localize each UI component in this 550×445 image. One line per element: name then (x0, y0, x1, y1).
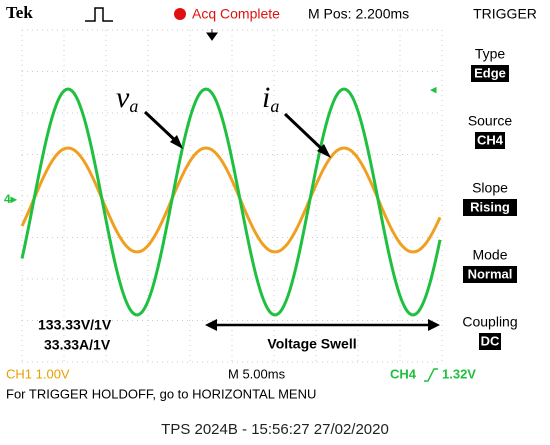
menu-value: Edge (474, 65, 506, 80)
caption: TPS 2024B - 15:56:27 27/02/2020 (161, 421, 389, 438)
current-scale: 33.33A/1V (44, 337, 111, 353)
event-label: Voltage Swell (267, 336, 356, 352)
menu-value-box (475, 132, 505, 149)
menu-value: Normal (468, 266, 513, 281)
menu-value-box (463, 266, 517, 283)
ch1-setting: CH1 1.00V (6, 366, 70, 381)
menu-value-box (479, 333, 501, 350)
voltage-arrow (143, 110, 180, 145)
help-message: For TRIGGER HOLDOFF, go to HORIZONTAL ME… (6, 386, 316, 401)
ch4-ground-marker: 4▸ (4, 192, 18, 206)
current-label: ia (262, 81, 279, 116)
timebase-setting: M 5.00ms (228, 366, 286, 381)
menu-label: Slope (472, 180, 508, 196)
voltage-arrowhead (170, 135, 183, 149)
current-symbol: i (262, 81, 270, 114)
ch4-name: CH4 (390, 366, 417, 381)
current-arrow (283, 112, 327, 154)
menu-label: Type (475, 46, 506, 62)
menu-value-box (471, 65, 509, 82)
menu-label: Coupling (462, 314, 517, 330)
status-dot (174, 8, 186, 20)
menu-value-box (463, 199, 517, 216)
run-icon (85, 7, 113, 22)
voltage-trace (20, 87, 442, 317)
menu-title: TRIGGER (473, 6, 537, 22)
menu-value: DC (481, 333, 500, 348)
trigger-menu: Type Edge Source CH4 Slope Rising Mode Normal Co… (462, 46, 518, 350)
ch4-level: 1.32V (442, 366, 476, 381)
voltage-symbol: v (116, 81, 130, 114)
current-trace (20, 146, 442, 254)
voltage-subscript: a (129, 96, 138, 116)
horizontal-position: M Pos: 2.200ms (308, 6, 409, 22)
brand: Tek (6, 3, 33, 22)
waveforms (20, 87, 442, 317)
voltage-scale: 133.33V/1V (38, 317, 112, 333)
trigger-level-marker: ◂ (430, 81, 437, 96)
menu-label: Source (468, 113, 513, 129)
menu-label: Mode (472, 247, 507, 263)
current-arrowhead (317, 144, 331, 158)
voltage-label: va (116, 81, 138, 116)
menu-value: Rising (470, 199, 510, 214)
slope-icon (424, 368, 438, 382)
acquisition-status: Acq Complete (192, 6, 280, 22)
menu-value: CH4 (477, 132, 504, 147)
current-subscript: a (270, 96, 279, 116)
